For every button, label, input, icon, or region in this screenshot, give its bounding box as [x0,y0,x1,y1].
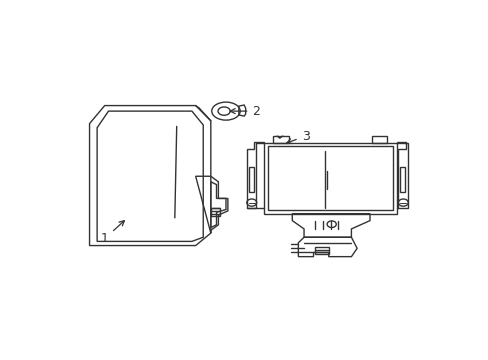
Bar [400,167,405,192]
Text: 1: 1 [101,221,124,245]
Bar [315,247,328,254]
Text: 3: 3 [286,130,309,144]
Bar [248,167,253,192]
Text: 2: 2 [230,105,260,118]
Bar [264,143,396,214]
Bar [210,208,220,216]
Bar [267,146,392,210]
